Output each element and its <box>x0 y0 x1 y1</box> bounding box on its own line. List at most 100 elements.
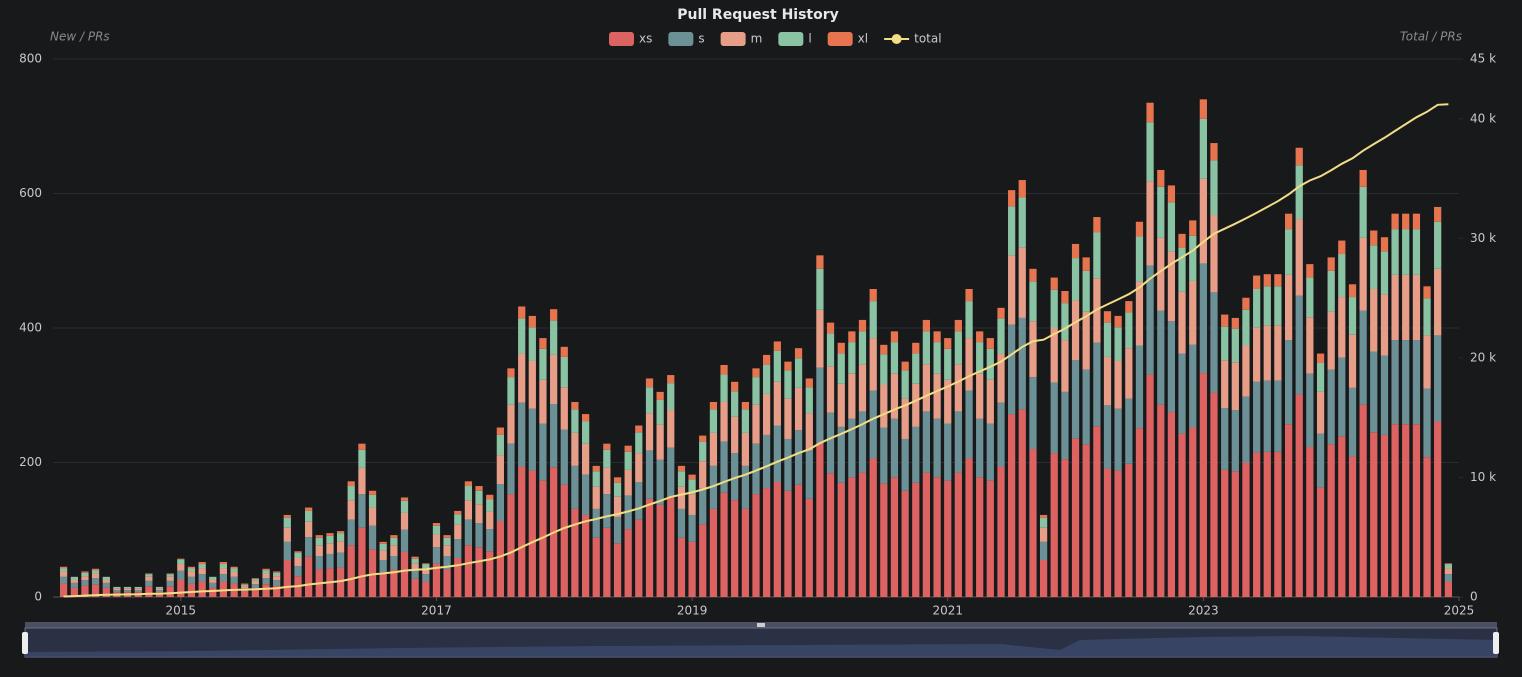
bar-segment <box>933 373 941 419</box>
y2-tick-label: 40 k <box>1470 111 1496 125</box>
bar-segment <box>1295 394 1303 597</box>
bar-segment <box>1221 408 1229 470</box>
bar-segment <box>262 570 270 574</box>
bar-segment <box>315 555 323 570</box>
bar-segment <box>400 551 409 597</box>
bar-segment <box>1284 213 1293 230</box>
bar-segment <box>1444 581 1453 597</box>
bar-segment <box>837 482 845 597</box>
bar-segment <box>837 383 845 427</box>
bar-segment <box>368 549 377 597</box>
slider-grip[interactable] <box>757 623 765 627</box>
bar-segment <box>305 510 313 522</box>
bar-segment <box>1093 342 1101 427</box>
bar-segment <box>1253 452 1261 597</box>
slider-handle[interactable] <box>1493 632 1499 654</box>
y2-tick-label: 30 k <box>1470 231 1496 245</box>
bar-segment <box>688 479 696 495</box>
bar-segment <box>1178 291 1186 354</box>
bar-segment <box>368 494 377 508</box>
slider-handle[interactable] <box>22 632 28 654</box>
bar-segment <box>1029 449 1037 597</box>
bar-segment <box>826 412 835 474</box>
bar-segment <box>1199 118 1207 179</box>
bar-segment <box>1295 219 1303 296</box>
bar-segment <box>922 411 931 473</box>
bar-segment <box>667 410 675 448</box>
bar-segment <box>858 411 867 473</box>
bar-segment <box>635 482 643 520</box>
bar-segment <box>1284 340 1293 425</box>
bar-segment <box>603 443 611 450</box>
bar-segment <box>390 537 398 546</box>
bar-segment <box>656 459 664 505</box>
x-tick-label: 2025 <box>1444 604 1475 618</box>
legend-item: l <box>778 32 812 46</box>
bar-segment <box>187 571 196 577</box>
bar-segment <box>347 500 355 520</box>
legend: xs s m l xl total <box>609 32 942 46</box>
legend-label: total <box>914 32 941 46</box>
data-zoom-slider[interactable] <box>22 622 1499 658</box>
bar-segment <box>1039 514 1048 518</box>
bar-segment <box>1050 289 1058 328</box>
bar-segment <box>837 342 845 354</box>
bar-segment <box>1242 309 1250 346</box>
bar-segment <box>1018 180 1026 198</box>
bar-segment <box>91 578 100 585</box>
bar-segment <box>1423 388 1431 458</box>
bar-segment <box>305 521 313 538</box>
bar-segment <box>1327 257 1335 271</box>
bar-segment <box>518 318 526 354</box>
bar-segment <box>1125 312 1133 349</box>
bar-segment <box>262 573 270 579</box>
bar-segment <box>81 576 89 581</box>
bar-segment <box>826 473 835 597</box>
y-axis-label: New / PRs <box>50 30 110 44</box>
bar-segment <box>283 527 291 542</box>
bar-segment <box>1114 327 1122 361</box>
bar-segment <box>166 574 174 577</box>
bar-segment <box>1135 345 1144 429</box>
bar-segment <box>1412 340 1421 425</box>
bar-segment <box>219 562 228 565</box>
bar-segment <box>454 514 462 525</box>
y-tick-label: 800 <box>19 52 42 66</box>
bar-segment <box>1189 427 1197 597</box>
bar-segment <box>741 432 750 466</box>
bar-segment <box>1412 424 1421 597</box>
bar-segment <box>837 353 845 384</box>
bar-segment <box>1199 373 1207 597</box>
bar-segment <box>720 374 728 402</box>
bar-segment <box>752 368 760 378</box>
bar-segment <box>1071 300 1080 361</box>
legend-label: xl <box>858 32 868 46</box>
bar-segment <box>390 569 398 597</box>
legend-swatch <box>609 32 634 46</box>
bar-segment <box>251 588 259 597</box>
legend-marker <box>891 34 902 44</box>
bar-segment <box>1231 317 1239 329</box>
x-tick-label: 2015 <box>166 604 197 618</box>
bar-segment <box>954 472 962 597</box>
bar-segment <box>581 474 590 515</box>
bar-segment <box>1210 215 1218 293</box>
bar-segment <box>368 490 377 495</box>
bar-segment <box>656 504 664 597</box>
bar-segment <box>1039 560 1048 597</box>
bar-segment <box>1348 456 1357 597</box>
bar-segment <box>826 333 835 367</box>
bar-segment <box>1423 335 1431 389</box>
bar-segment <box>581 421 590 444</box>
bar-segment <box>411 578 419 597</box>
bar-segment <box>826 366 835 413</box>
bar-segment <box>1039 517 1048 528</box>
bar-segment <box>752 494 760 597</box>
bar-segment <box>1412 229 1421 275</box>
bar-segment <box>1231 471 1239 597</box>
bar-segment <box>539 379 547 424</box>
bar-segment <box>70 587 78 597</box>
bar-segment <box>518 353 526 403</box>
